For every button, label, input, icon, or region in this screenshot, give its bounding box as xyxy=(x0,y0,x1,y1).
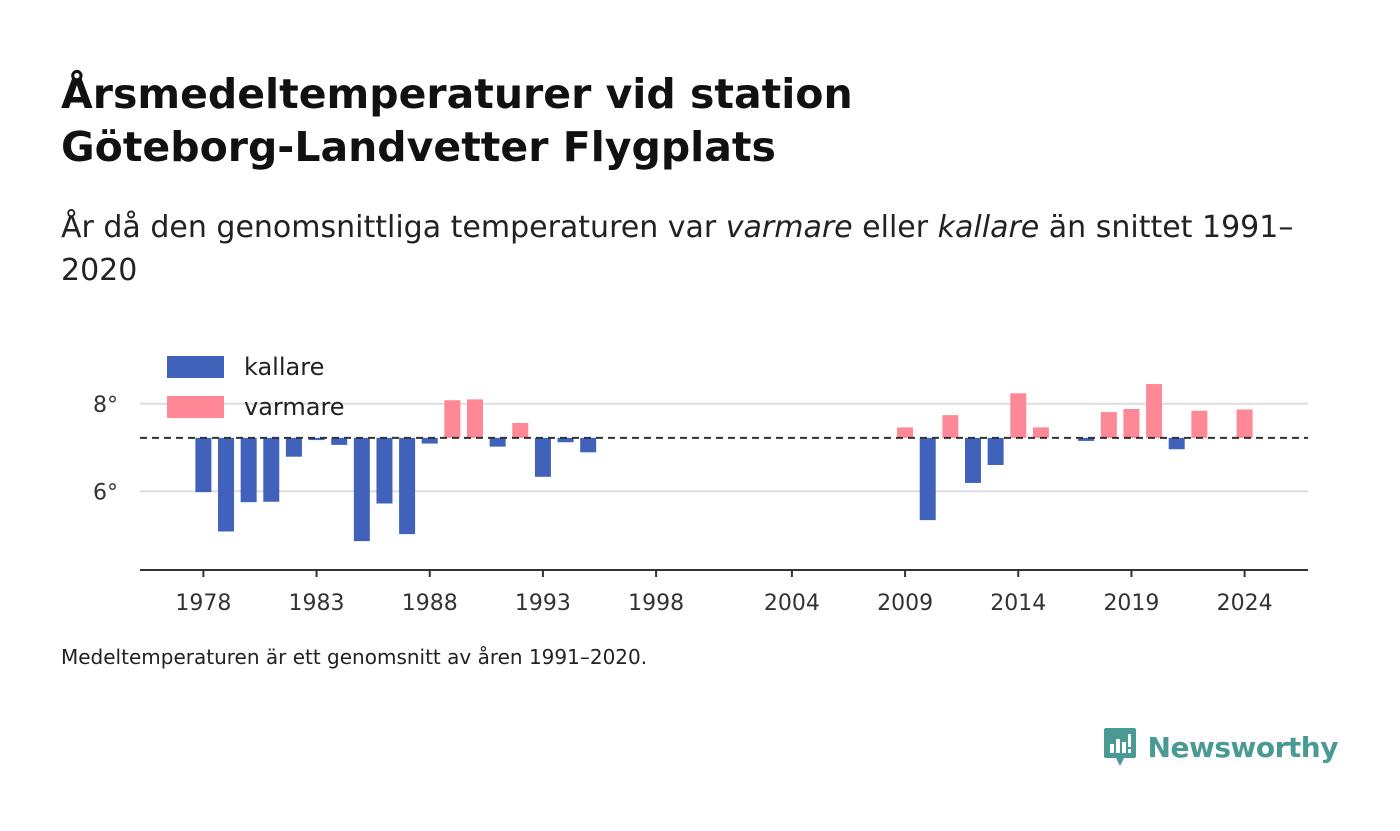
bar-2011 xyxy=(942,415,959,438)
x-tick-label: 2004 xyxy=(764,591,820,616)
bar-2021 xyxy=(1168,437,1185,450)
brand-name: Newsworthy xyxy=(1147,730,1339,764)
y-tick-label: 6° xyxy=(93,480,118,505)
chart-title-line2: Göteborg-Landvetter Flygplats xyxy=(61,123,776,171)
bar-2013 xyxy=(987,437,1004,465)
bar-1984 xyxy=(331,437,348,445)
bar-chart: 6° 8° 1978 1983 1988 1993 1998 2004 2009 2014 2019… xyxy=(93,353,1308,616)
bar-1992 xyxy=(512,423,529,438)
subtitle-text-1: År då den genomsnittliga temperaturen va… xyxy=(61,210,726,245)
bar-2010 xyxy=(919,437,936,521)
subtitle-text-3: än snittet 1991–2020 xyxy=(61,210,1294,288)
x-tick-label: 1998 xyxy=(628,591,684,616)
chart-subtitle: År då den genomsnittliga temperaturen va… xyxy=(61,206,1321,292)
chart-title-line1: Årsmedeltemperaturer vid station xyxy=(61,70,853,118)
x-tick-label: 1993 xyxy=(515,591,571,616)
subtitle-warm-word: varmare xyxy=(725,210,853,245)
bar-1987 xyxy=(399,437,416,535)
x-tick-label: 2019 xyxy=(1103,591,1159,616)
bar-1986 xyxy=(376,437,393,504)
bar-1988 xyxy=(421,437,438,444)
bar-2017 xyxy=(1078,437,1095,441)
newsworthy-logo-icon xyxy=(1103,728,1136,766)
bar-1989 xyxy=(444,400,461,438)
bar-2014 xyxy=(1010,393,1027,438)
bar-1978 xyxy=(195,437,212,493)
legend-swatch-warm xyxy=(167,396,224,418)
x-tick-label: 2009 xyxy=(877,591,933,616)
bar-2015 xyxy=(1032,427,1049,438)
bar-2020 xyxy=(1146,384,1163,438)
x-tick-label: 2024 xyxy=(1217,591,1273,616)
legend-label-warm: varmare xyxy=(244,393,345,421)
subtitle-cold-word: kallare xyxy=(937,210,1040,245)
bar-1995 xyxy=(580,437,597,453)
bar-1985 xyxy=(353,437,370,542)
footnote: Medeltemperaturen är ett genomsnitt av å… xyxy=(61,645,648,669)
bar-2009 xyxy=(897,427,914,438)
legend-label-cold: kallare xyxy=(244,353,324,381)
bar-1979 xyxy=(218,437,235,532)
x-tick-label: 1988 xyxy=(402,591,458,616)
bar-1980 xyxy=(240,437,257,503)
bar-2019 xyxy=(1123,409,1140,438)
bar-1983 xyxy=(308,437,325,441)
y-tick-label: 8° xyxy=(93,393,118,418)
bar-1981 xyxy=(263,437,280,502)
bar-2022 xyxy=(1191,410,1208,438)
x-tick-label: 1978 xyxy=(175,591,231,616)
bar-2018 xyxy=(1100,412,1117,438)
bar-1993 xyxy=(534,437,551,477)
brand-logo: Newsworthy xyxy=(1102,726,1339,768)
chart-title: Årsmedeltemperaturer vid station Götebor… xyxy=(61,68,1061,174)
bar-2024 xyxy=(1236,409,1253,438)
bar-1990 xyxy=(467,399,484,438)
legend-swatch-cold xyxy=(167,356,224,378)
bar-1994 xyxy=(557,437,574,443)
x-tick-label: 1983 xyxy=(289,591,345,616)
x-tick-label: 2014 xyxy=(990,591,1046,616)
bar-2012 xyxy=(964,437,981,483)
subtitle-text-2: eller xyxy=(852,210,938,245)
bar-1982 xyxy=(285,437,302,457)
bar-1991 xyxy=(489,437,506,447)
